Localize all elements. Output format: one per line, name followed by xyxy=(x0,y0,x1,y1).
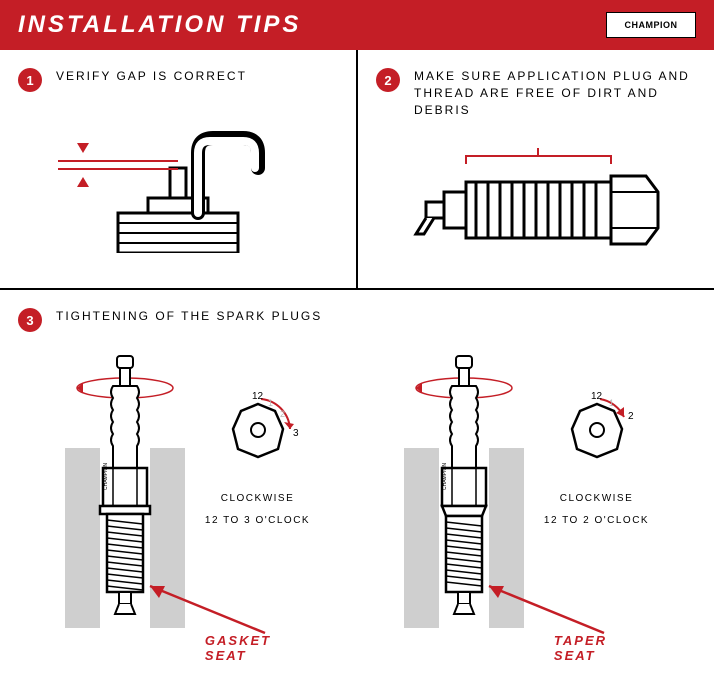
step-number-badge: 1 xyxy=(18,68,42,92)
plug-row: CHAMPION xyxy=(18,348,696,628)
step-number-badge: 2 xyxy=(376,68,400,92)
header-bar: Installation Tips CHAMPION xyxy=(0,0,714,50)
svg-text:CHAMPION: CHAMPION xyxy=(103,463,109,490)
svg-text:12: 12 xyxy=(591,391,603,402)
svg-text:2: 2 xyxy=(280,409,285,419)
panel-head-1: 1 Verify gap is correct xyxy=(18,68,338,92)
panel-head-3: 3 Tightening of the spark plugs xyxy=(18,308,696,332)
illustration-gap xyxy=(18,108,338,258)
clock-12-label: 12 xyxy=(252,391,264,402)
clock-taper: 12 1 2 Clockwise 12 to 2 o'clock xyxy=(544,389,649,528)
panel-step-3: 3 Tightening of the spark plugs xyxy=(0,290,714,646)
step-title: Verify gap is correct xyxy=(56,68,247,85)
gap-diagram-icon xyxy=(48,113,308,253)
plug-gasket-block: CHAMPION xyxy=(65,348,310,628)
step-number-badge: 3 xyxy=(18,308,42,332)
clock-range-label: 12 to 2 o'clock xyxy=(544,514,649,528)
clock-range-label: 12 to 3 o'clock xyxy=(205,514,310,528)
step-title: Tightening of the spark plugs xyxy=(56,308,322,325)
svg-text:2: 2 xyxy=(628,411,634,422)
plug-taper-block: CHAMPION xyxy=(404,348,649,628)
seat-label-taper: Taper Seat xyxy=(554,633,649,663)
clock-direction-label: Clockwise xyxy=(544,492,649,506)
top-panels: 1 Verify gap is correct xyxy=(0,50,714,290)
clock-dial-icon: 12 1 2 xyxy=(552,389,642,479)
thread-diagram-icon xyxy=(396,144,676,274)
svg-text:CHAMPION: CHAMPION xyxy=(442,463,448,490)
step-title: Make sure application plug and thread ar… xyxy=(414,68,696,118)
illustration-thread xyxy=(376,134,696,284)
clock-direction-label: Clockwise xyxy=(205,492,310,506)
clock-dial-icon: 12 1 2 3 xyxy=(213,389,303,479)
clock-gasket: 12 1 2 3 Clockwise 12 to 3 o'clock xyxy=(205,389,310,528)
panel-head-2: 2 Make sure application plug and thread … xyxy=(376,68,696,118)
panel-step-2: 2 Make sure application plug and thread … xyxy=(358,50,714,288)
svg-text:1: 1 xyxy=(268,398,273,408)
svg-text:3: 3 xyxy=(293,428,299,439)
seat-label-gasket: Gasket Seat xyxy=(205,633,310,663)
page-title: Installation Tips xyxy=(18,11,301,39)
panel-step-1: 1 Verify gap is correct xyxy=(0,50,358,288)
svg-text:1: 1 xyxy=(609,398,614,408)
brand-logo: CHAMPION xyxy=(606,12,696,38)
